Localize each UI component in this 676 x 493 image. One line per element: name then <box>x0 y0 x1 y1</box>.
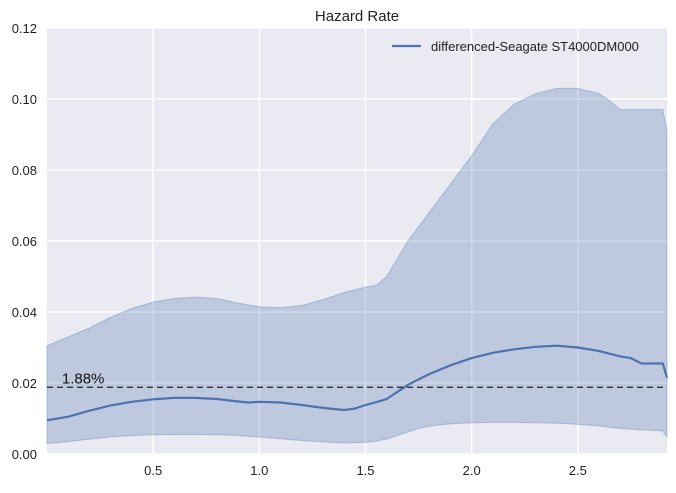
x-tick-label: 1.5 <box>356 463 374 478</box>
legend: differenced-Seagate ST4000DM000 <box>392 39 639 54</box>
y-tick-label: 0.10 <box>12 92 37 107</box>
y-tick-label: 0.06 <box>12 234 37 249</box>
y-tick-label: 0.08 <box>12 163 37 178</box>
x-tick-labels: 0.5 1.0 1.5 2.0 2.5 <box>144 463 587 478</box>
reference-label: 1.88% <box>62 370 105 387</box>
x-tick-label: 1.0 <box>250 463 268 478</box>
legend-label: differenced-Seagate ST4000DM000 <box>431 39 639 54</box>
series-line <box>46 344 669 422</box>
y-tick-label: 0.12 <box>12 21 37 36</box>
x-tick-label: 0.5 <box>144 463 162 478</box>
y-tick-labels: 0.00 0.02 0.04 0.06 0.08 0.10 0.12 <box>12 21 37 462</box>
x-tick-label: 2.0 <box>463 463 481 478</box>
grid-lines <box>47 27 667 455</box>
chart-title: Hazard Rate <box>315 8 399 25</box>
y-tick-label: 0.02 <box>12 376 37 391</box>
y-tick-label: 0.00 <box>12 447 37 462</box>
confidence-band <box>46 87 668 444</box>
x-tick-label: 2.5 <box>569 463 587 478</box>
y-tick-label: 0.04 <box>12 305 37 320</box>
